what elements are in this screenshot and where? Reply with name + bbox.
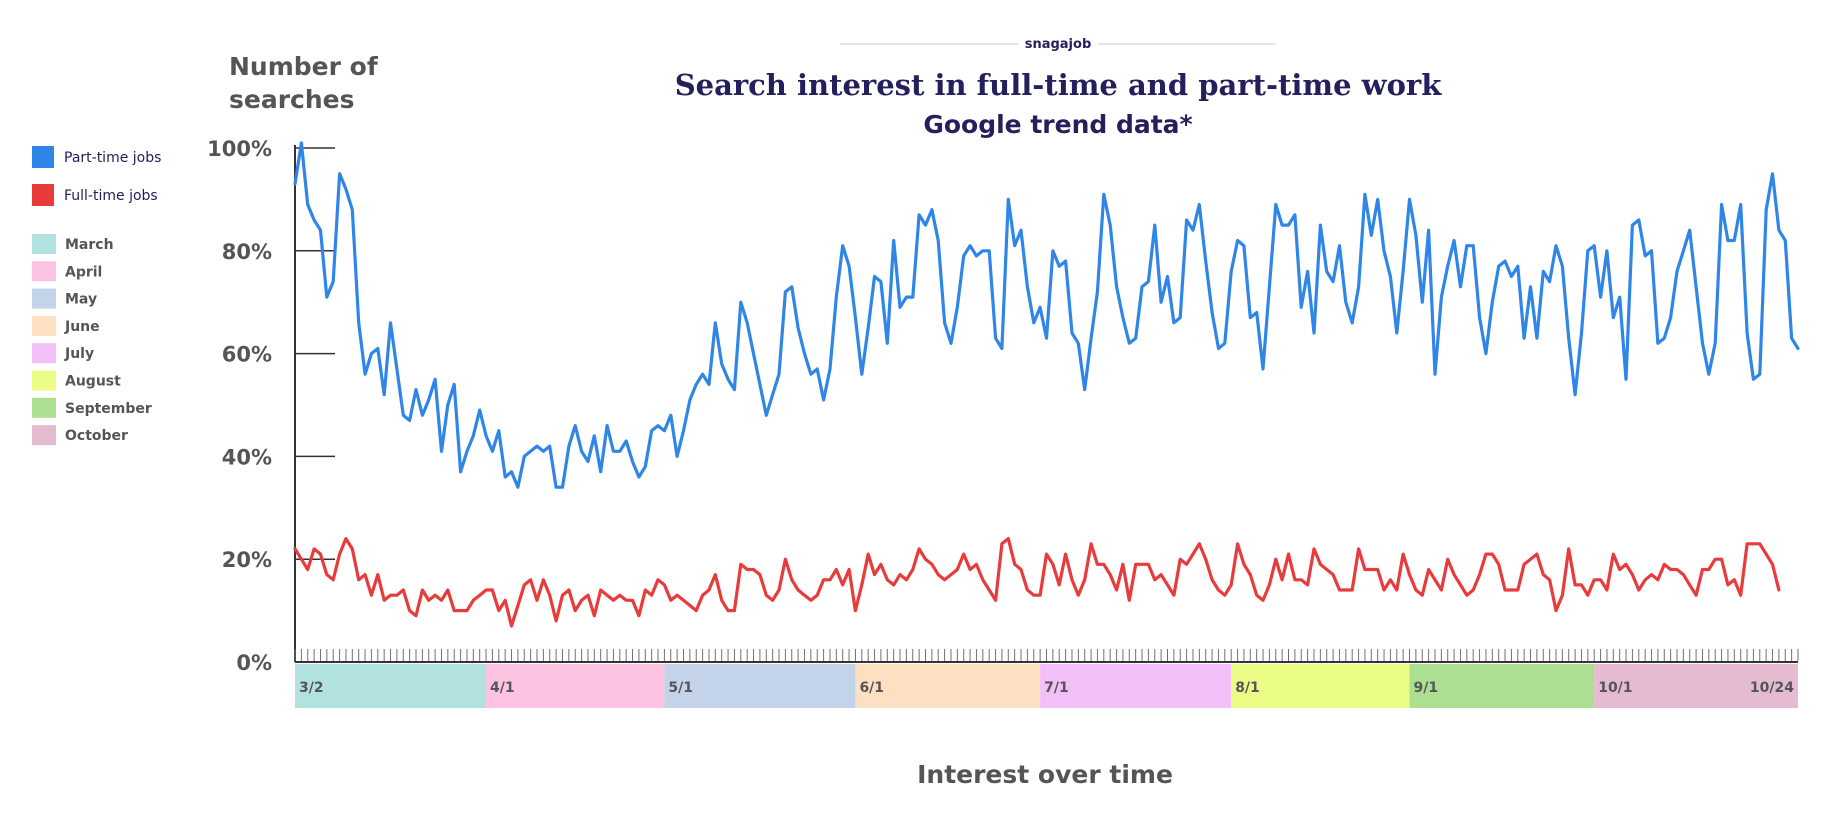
legend-swatch-april — [32, 261, 56, 282]
month-start-label: 8/1 — [1235, 680, 1260, 696]
month-start-label: 4/1 — [490, 680, 515, 696]
legend-swatch-part-time-jobs — [32, 146, 54, 168]
legend-swatch-july — [32, 343, 56, 364]
legend-swatch-september — [32, 397, 56, 418]
y-tick-label: 40% — [222, 445, 272, 469]
month-start-label: 5/1 — [668, 680, 693, 696]
legend-swatch-march — [32, 234, 56, 254]
month-start-label: 3/2 — [299, 680, 324, 696]
month-start-label: 6/1 — [859, 680, 884, 696]
series-line-part-time-jobs — [293, 141, 1800, 489]
chart-title: Search interest in full-time and part-ti… — [675, 68, 1443, 102]
month-band-june — [855, 664, 1041, 708]
legend-label-may: May — [65, 292, 97, 308]
brand-logo: snagajob — [1025, 37, 1092, 52]
y-tick-label: 20% — [222, 548, 272, 572]
legend-swatch-full-time-jobs — [32, 184, 54, 206]
legend-label-april: April — [65, 264, 102, 280]
month-band-april — [486, 664, 665, 708]
month-bands: 3/2 4/1 5/1 6/1 7/1 8/1 9/1 10/1 10/24 — [295, 664, 1798, 708]
y-tick-label: 80% — [222, 240, 272, 264]
chart-subtitle: Google trend data* — [923, 110, 1192, 139]
month-band-august — [1231, 664, 1410, 708]
series-lines — [293, 141, 1800, 628]
legend: Part-time jobs Full-time jobs March April Ma… — [32, 146, 161, 446]
series-line-full-time-jobs — [293, 536, 1781, 628]
month-band-july — [1040, 664, 1232, 708]
legend-label-june: June — [64, 319, 100, 335]
brand-header: snagajob — [840, 37, 1276, 52]
x-axis-label: Interest over time — [917, 760, 1173, 789]
end-date-label: 10/24 — [1750, 680, 1794, 696]
month-band-march — [295, 664, 487, 708]
legend-label-part-time-jobs: Part-time jobs — [64, 150, 161, 166]
legend-label-october: October — [65, 428, 128, 444]
day-ticks — [294, 649, 1799, 663]
legend-swatch-may — [32, 288, 56, 309]
legend-label-september: September — [65, 401, 152, 417]
y-axis-label: Number of searches — [229, 52, 386, 114]
month-start-label: 7/1 — [1044, 680, 1069, 696]
month-start-label: 9/1 — [1414, 680, 1439, 696]
legend-label-march: March — [65, 237, 114, 253]
y-tick-label: 60% — [222, 343, 272, 367]
month-start-label: 10/1 — [1598, 680, 1632, 696]
month-band-october — [1594, 664, 1798, 708]
legend-swatch-june — [32, 315, 56, 336]
legend-swatch-october — [32, 425, 56, 446]
y-axis: 100% 80% 60% 40% 20% 0% — [207, 137, 335, 675]
legend-label-august: August — [65, 374, 121, 390]
legend-label-july: July — [64, 346, 94, 362]
legend-label-full-time-jobs: Full-time jobs — [64, 188, 158, 204]
legend-swatch-august — [32, 370, 56, 391]
y-tick-label: 100% — [207, 137, 272, 161]
month-band-may — [664, 664, 856, 708]
y-tick-label: 0% — [236, 651, 272, 675]
month-band-september — [1409, 664, 1595, 708]
